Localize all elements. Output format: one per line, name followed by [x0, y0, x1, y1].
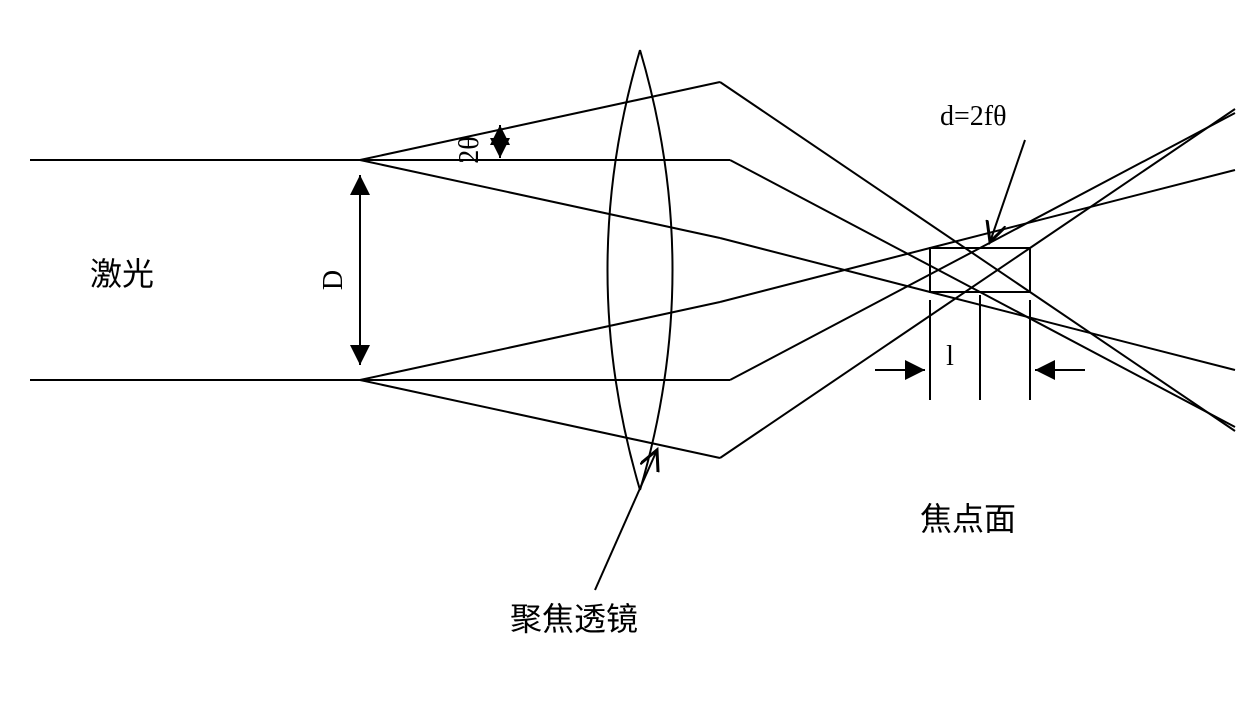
lens-left-surface	[608, 50, 641, 490]
dim-2theta-label: 2θ	[454, 136, 485, 163]
optical-diagram: D 2θ l d=2fθ 聚焦透镜 激光 焦点面	[20, 20, 1240, 684]
spot-formula-label: d=2fθ	[940, 101, 1007, 132]
focal-spot-rect	[930, 248, 1030, 292]
ray-bottom-up-exit	[930, 170, 1235, 248]
ray-top-down-exit	[930, 292, 1235, 370]
lens-label: 聚焦透镜	[510, 601, 638, 637]
focal-plane-label: 焦点面	[920, 501, 1016, 537]
ray-bottom-up-after	[720, 248, 930, 302]
diverge-top-up	[360, 82, 720, 160]
dim-l-label: l	[946, 341, 954, 372]
diverge-bottom-down	[360, 380, 720, 458]
ray-bottom-down-after	[720, 248, 1030, 458]
laser-label: 激光	[90, 256, 154, 292]
ray-top-down-after	[720, 238, 930, 292]
dim-D-label: D	[318, 270, 349, 290]
lens-label-pointer	[595, 450, 657, 590]
lens-right-surface	[640, 50, 673, 490]
